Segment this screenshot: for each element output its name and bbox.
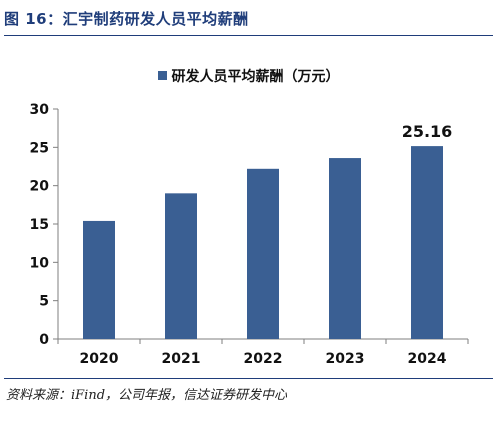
figure-title: 图 16：汇宇制药研发人员平均薪酬 (4, 10, 249, 28)
bar-2020 (83, 220, 115, 339)
y-tick-label: 30 (30, 102, 50, 118)
y-tick-label: 5 (39, 294, 49, 310)
x-tick-label: 2021 (162, 351, 201, 367)
data-label: 25.16 (402, 122, 453, 141)
y-tick-label: 10 (30, 255, 50, 271)
x-tick-label: 2024 (408, 351, 447, 367)
y-tick-label: 20 (30, 179, 50, 195)
y-tick-label: 25 (30, 140, 49, 156)
bar-2021 (165, 193, 197, 339)
y-tick-label: 0 (39, 332, 49, 348)
y-tick-label: 15 (30, 217, 49, 233)
bar-2023 (329, 158, 361, 339)
bar-2024 (411, 146, 443, 339)
bar-chart: 0 5 10 15 20 25 30 2020 2021 2022 2023 2024 25.16 (30, 102, 469, 367)
x-tick-label: 2023 (326, 351, 365, 367)
x-tick-label: 2022 (244, 351, 283, 367)
x-tick-label: 2020 (80, 351, 119, 367)
legend-swatch (157, 71, 167, 80)
title-divider (4, 35, 493, 36)
bar-2022 (247, 168, 279, 339)
source-note: 资料来源：iFind，公司年报，信达证券研发中心 (6, 388, 288, 403)
source-divider (4, 378, 493, 379)
chart-legend: 研发人员平均薪酬（万元） (0, 66, 497, 86)
legend-label: 研发人员平均薪酬（万元） (171, 69, 340, 85)
